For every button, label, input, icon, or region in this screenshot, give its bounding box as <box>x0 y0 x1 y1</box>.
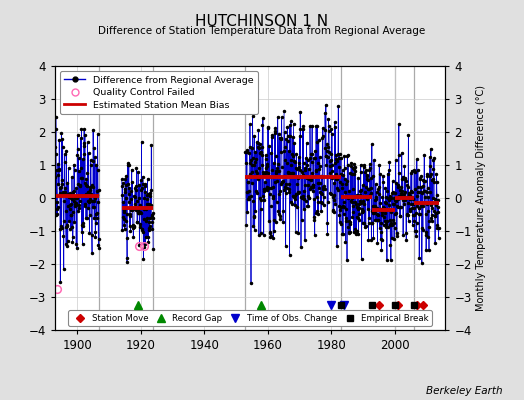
Text: HUTCHINSON 1 N: HUTCHINSON 1 N <box>195 14 329 29</box>
Text: Difference of Station Temperature Data from Regional Average: Difference of Station Temperature Data f… <box>99 26 425 36</box>
Y-axis label: Monthly Temperature Anomaly Difference (°C): Monthly Temperature Anomaly Difference (… <box>476 85 486 311</box>
Text: Berkeley Earth: Berkeley Earth <box>427 386 503 396</box>
Legend: Station Move, Record Gap, Time of Obs. Change, Empirical Break: Station Move, Record Gap, Time of Obs. C… <box>69 310 432 326</box>
